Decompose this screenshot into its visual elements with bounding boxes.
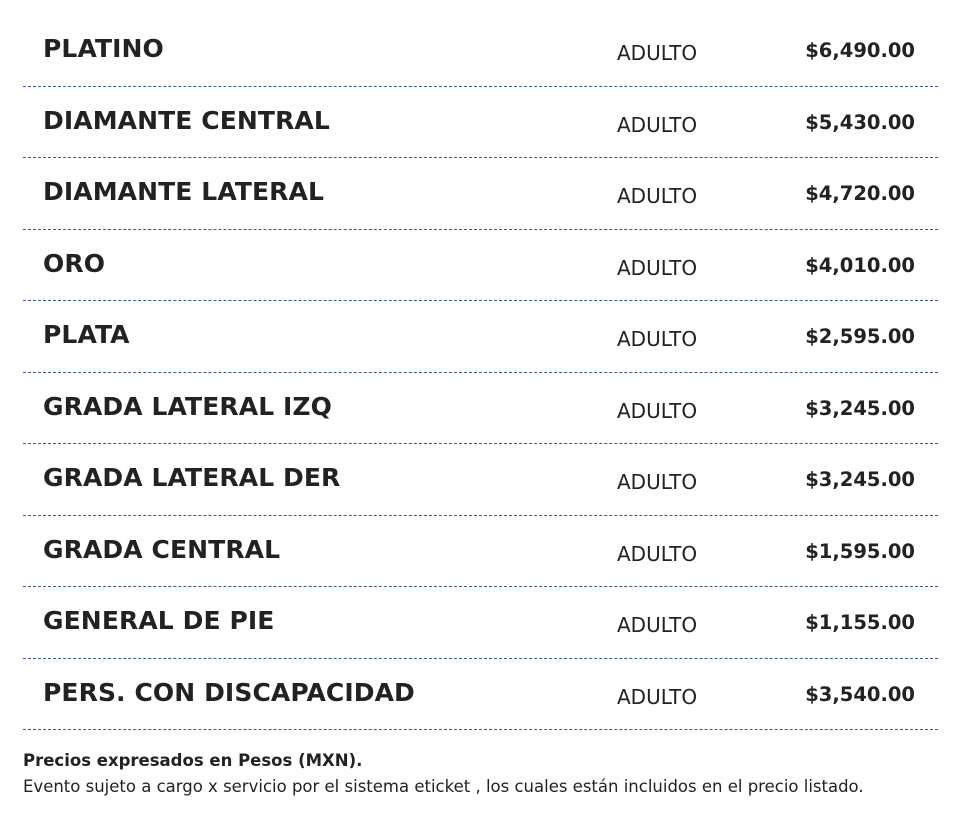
price-row: DIAMANTE LATERAL ADULTO $4,720.00 bbox=[23, 158, 938, 230]
price-row: GENERAL DE PIE ADULTO $1,155.00 bbox=[23, 587, 938, 659]
ticket-type: ADULTO bbox=[617, 41, 698, 65]
zone-name: DIAMANTE LATERAL bbox=[43, 177, 324, 206]
ticket-price: $3,245.00 bbox=[805, 396, 915, 420]
ticket-type: ADULTO bbox=[617, 255, 698, 280]
ticket-price: $3,540.00 bbox=[805, 682, 915, 706]
ticket-type: ADULTO bbox=[617, 470, 698, 494]
price-row: PLATINO ADULTO $6,490.00 bbox=[23, 15, 938, 87]
ticket-type: ADULTO bbox=[617, 398, 698, 423]
price-footer: Precios expresados en Pesos (MXN). Event… bbox=[23, 748, 938, 800]
price-row: PERS. CON DISCAPACIDAD ADULTO $3,540.00 bbox=[23, 659, 938, 730]
zone-name: PLATA bbox=[43, 320, 130, 349]
zone-name: GRADA CENTRAL bbox=[43, 534, 281, 564]
ticket-type: ADULTO bbox=[617, 684, 698, 709]
price-row: GRADA LATERAL DER ADULTO $3,245.00 bbox=[23, 444, 938, 516]
ticket-price: $1,155.00 bbox=[805, 611, 915, 634]
ticket-type: ADULTO bbox=[617, 112, 698, 137]
price-table: PLATINO ADULTO $6,490.00 DIAMANTE CENTRA… bbox=[23, 15, 938, 730]
ticket-price: $3,245.00 bbox=[805, 468, 915, 491]
ticket-price: $2,595.00 bbox=[805, 325, 915, 348]
ticket-price: $6,490.00 bbox=[805, 39, 915, 62]
price-row: DIAMANTE CENTRAL ADULTO $5,430.00 bbox=[23, 87, 938, 158]
ticket-price: $4,720.00 bbox=[805, 182, 915, 205]
price-row: GRADA LATERAL IZQ ADULTO $3,245.00 bbox=[23, 373, 938, 444]
price-row: PLATA ADULTO $2,595.00 bbox=[23, 301, 938, 373]
zone-name: GENERAL DE PIE bbox=[43, 606, 275, 635]
ticket-price: $1,595.00 bbox=[805, 539, 915, 563]
zone-name: PERS. CON DISCAPACIDAD bbox=[43, 677, 415, 707]
price-row: GRADA CENTRAL ADULTO $1,595.00 bbox=[23, 516, 938, 587]
ticket-type: ADULTO bbox=[617, 613, 698, 637]
service-fee-note: Evento sujeto a cargo x servicio por el … bbox=[23, 777, 864, 796]
zone-name: GRADA LATERAL IZQ bbox=[43, 391, 333, 421]
ticket-type: ADULTO bbox=[617, 327, 698, 351]
ticket-type: ADULTO bbox=[617, 184, 698, 208]
ticket-price: $5,430.00 bbox=[805, 110, 915, 134]
zone-name: DIAMANTE CENTRAL bbox=[43, 105, 330, 135]
price-row: ORO ADULTO $4,010.00 bbox=[23, 230, 938, 301]
zone-name: ORO bbox=[43, 248, 106, 278]
currency-note: Precios expresados en Pesos (MXN). bbox=[23, 751, 363, 770]
ticket-type: ADULTO bbox=[617, 541, 698, 566]
ticket-price: $4,010.00 bbox=[805, 253, 915, 277]
zone-name: PLATINO bbox=[43, 34, 164, 63]
zone-name: GRADA LATERAL DER bbox=[43, 463, 341, 492]
